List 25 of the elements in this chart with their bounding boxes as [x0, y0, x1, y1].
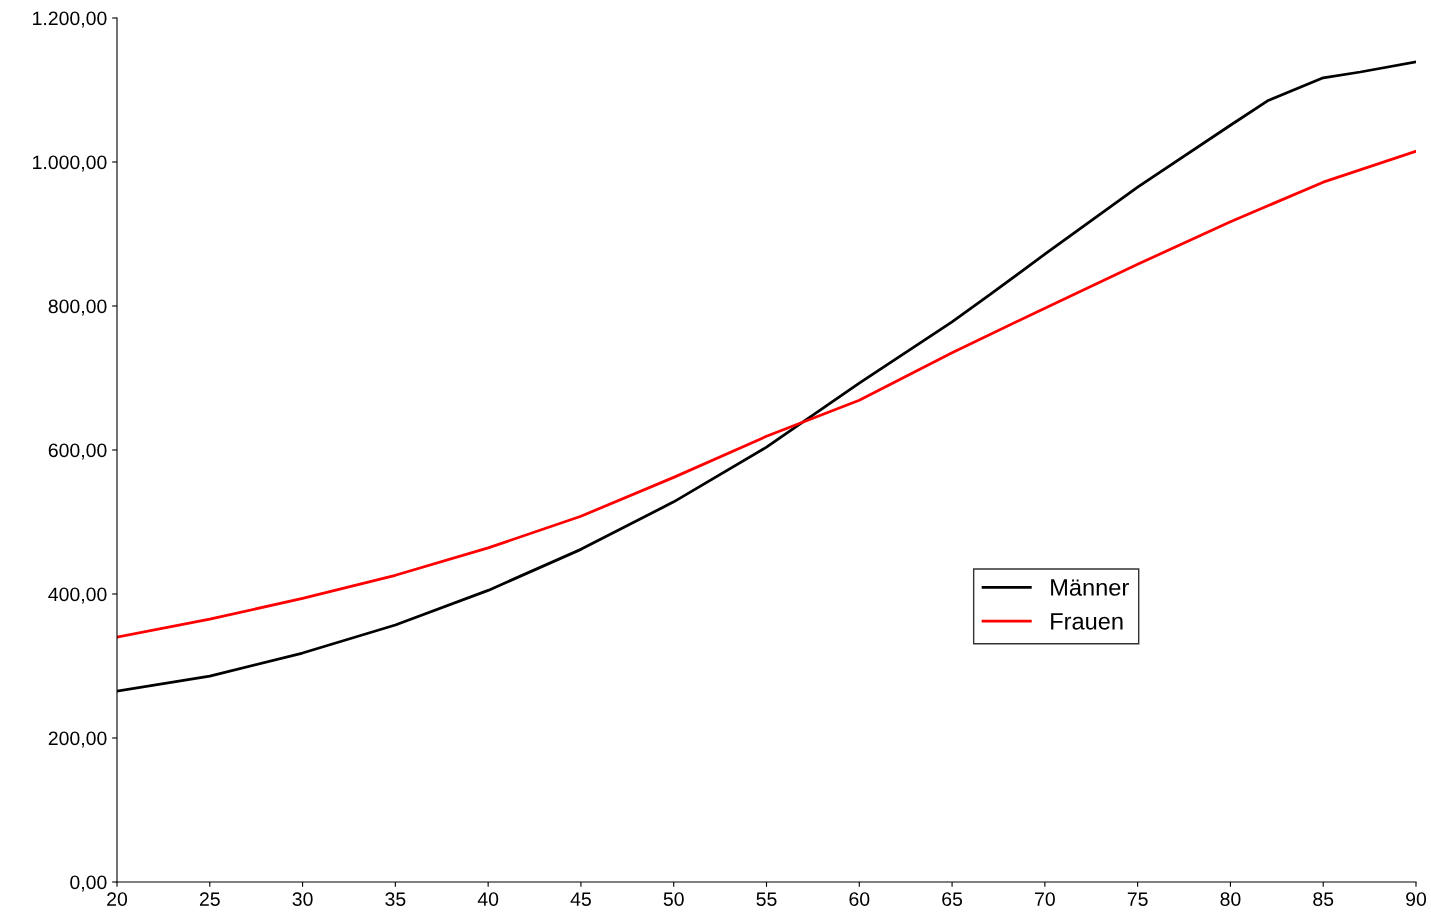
x-tick-label: 20 [107, 892, 128, 906]
x-tick-label: 25 [199, 892, 220, 906]
x-tick-label: 80 [1220, 892, 1241, 906]
x-tick-label: 65 [942, 892, 963, 906]
y-tick-label: 800,00 [48, 299, 107, 316]
x-tick-label: 55 [756, 892, 777, 906]
x-tick-label: 35 [385, 892, 406, 906]
x-tick-label: 75 [1127, 892, 1148, 906]
legend-label: Frauen [1051, 613, 1123, 630]
legend-label: Männer [1051, 579, 1129, 596]
line-series [117, 149, 1416, 639]
y-tick-label: 400,00 [48, 587, 107, 604]
x-tick-label: 70 [1035, 892, 1055, 906]
x-tick-label: 50 [663, 892, 684, 906]
x-tick-label: 30 [292, 892, 313, 906]
x-tick-label: 60 [849, 892, 870, 906]
x-tick-label: 90 [1406, 892, 1427, 906]
x-tick-label: 40 [477, 892, 499, 906]
y-tick-label: 1.000,00 [33, 155, 107, 172]
y-tick-label: 1.200,00 [33, 11, 107, 28]
y-tick-label: 600,00 [48, 443, 107, 460]
x-tick-label: 85 [1313, 892, 1334, 906]
x-tick-label: 45 [570, 892, 591, 906]
y-tick-label: 0,00 [70, 875, 107, 892]
y-tick-label: 200,00 [48, 731, 107, 748]
